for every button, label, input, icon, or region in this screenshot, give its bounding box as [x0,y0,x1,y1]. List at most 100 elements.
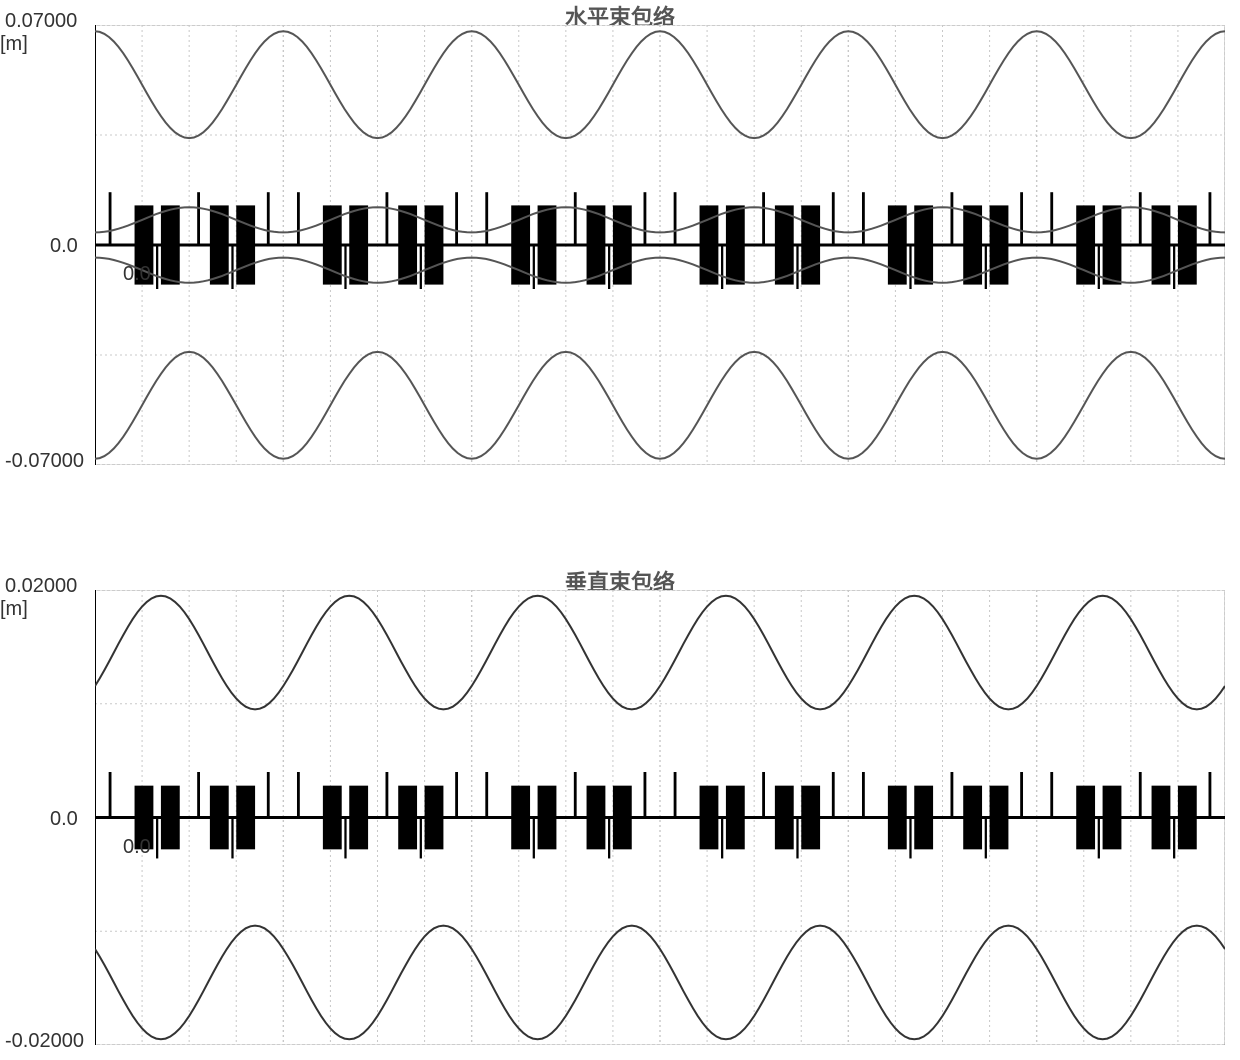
lattice-magnet [914,205,933,284]
lattice-magnet [801,205,820,284]
lattice-magnet [1103,205,1122,284]
lattice-marker [1209,192,1212,245]
lattice-magnet [323,786,342,850]
lattice-marker-dn [533,818,535,859]
lattice-marker [951,772,954,818]
lattice-marker [674,772,677,818]
chart-horizontal-xorigin-label: 0.0 [123,263,151,286]
lattice-marker [574,772,577,818]
chart-horizontal-ymin-label: -0.07000 [5,450,84,473]
chart-horizontal-unit-label: [m] [0,33,28,56]
lattice-marker [644,192,647,245]
lattice-marker [386,192,389,245]
lattice-marker-dn [156,818,158,859]
lattice-marker [386,772,389,818]
envelope-outer-pos [95,31,1225,138]
envelope-outer-neg [95,926,1225,1040]
lattice-marker [109,772,112,818]
lattice-marker [862,772,865,818]
lattice-marker-dn [344,245,346,289]
lattice-marker [1050,772,1053,818]
lattice-magnet [587,786,606,850]
lattice-magnet [349,205,368,284]
lattice-marker-dn [1173,245,1175,289]
lattice-magnet [613,786,632,850]
lattice-marker [1020,772,1023,818]
lattice-magnet [349,786,368,850]
lattice-magnet [236,786,255,850]
lattice-marker [455,192,458,245]
lattice-marker-dn [344,818,346,859]
lattice-magnet [161,205,180,284]
lattice-marker [267,772,270,818]
lattice-marker [297,772,300,818]
lattice-marker-dn [420,818,422,859]
lattice-magnet [888,786,907,850]
lattice-magnet [236,205,255,284]
lattice-marker [762,772,765,818]
lattice-marker [832,772,835,818]
chart-vertical: 垂直束包络0.02000[m]0.0-0.020000.0 [0,570,1240,1055]
lattice-marker [109,192,112,245]
lattice-marker-dn [533,245,535,289]
lattice-marker [297,192,300,245]
lattice-magnet [1152,786,1171,850]
lattice-magnet [398,786,417,850]
lattice-marker-dn [909,818,911,859]
chart-vertical-yzero-label: 0.0 [50,808,78,831]
lattice-marker [762,192,765,245]
lattice-magnet [700,786,719,850]
lattice-magnet [425,205,444,284]
lattice-magnet [511,786,530,850]
lattice-marker [485,772,488,818]
envelope-outer-pos [95,596,1225,710]
lattice-magnet [587,205,606,284]
chart-vertical-xorigin-label: 0.0 [123,836,151,859]
lattice-magnet [963,205,982,284]
lattice-magnet [1103,786,1122,850]
lattice-marker-dn [608,245,610,289]
lattice-marker-dn [721,818,723,859]
chart-horizontal-yzero-label: 0.0 [50,235,78,258]
lattice-marker [574,192,577,245]
lattice-marker-dn [909,245,911,289]
lattice-marker-dn [1098,245,1100,289]
lattice-marker [485,192,488,245]
chart-vertical-unit-label: [m] [0,598,28,621]
lattice-marker [1139,192,1142,245]
lattice-marker [1139,772,1142,818]
lattice-marker-dn [985,818,987,859]
chart-vertical-plot [95,590,1225,1045]
lattice-magnet [726,786,745,850]
lattice-magnet [210,786,229,850]
lattice-marker [644,772,647,818]
lattice-marker [1020,192,1023,245]
lattice-marker-dn [420,245,422,289]
lattice-magnet [398,205,417,284]
chart-horizontal: 水平束包络0.07000[m]0.0-0.070000.0 [0,5,1240,475]
lattice-marker [832,192,835,245]
lattice-magnet [775,205,794,284]
lattice-magnet [1178,205,1197,284]
lattice-marker [1209,772,1212,818]
lattice-magnet [425,786,444,850]
lattice-magnet [801,786,820,850]
lattice-marker-dn [721,245,723,289]
lattice-magnet [990,786,1009,850]
chart-horizontal-ymax-label: 0.07000 [5,10,77,33]
lattice-marker-dn [985,245,987,289]
lattice-magnet [1178,786,1197,850]
lattice-magnet [990,205,1009,284]
lattice-magnet [1152,205,1171,284]
lattice-magnet [914,786,933,850]
lattice-marker [862,192,865,245]
lattice-marker [455,772,458,818]
lattice-marker-dn [796,818,798,859]
lattice-marker-dn [231,818,233,859]
lattice-magnet [726,205,745,284]
lattice-magnet [1076,786,1095,850]
lattice-marker [951,192,954,245]
lattice-marker-dn [796,245,798,289]
chart-horizontal-plot [95,25,1225,465]
chart-vertical-ymin-label: -0.02000 [5,1030,84,1053]
